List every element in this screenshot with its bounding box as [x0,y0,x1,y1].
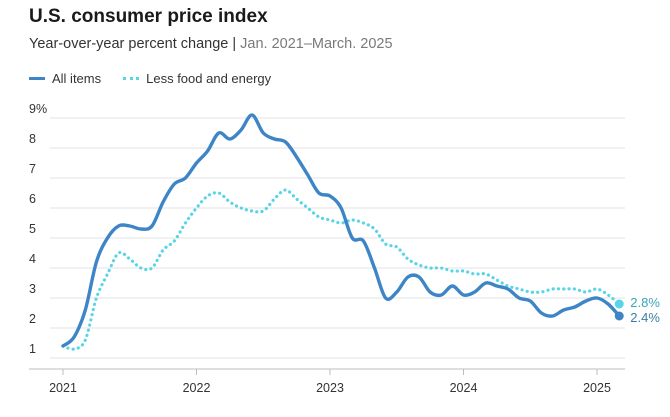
y-tick-label: 3 [29,282,36,296]
end-labels: 2.4%2.8% [630,295,660,325]
y-tick-label: 2 [29,312,36,326]
x-tick-label: 2025 [583,381,611,395]
y-axis-ticks: 1 2 3 4 5 6 7 8 9% [29,102,47,356]
subtitle-text: Year-over-year percent change [29,36,229,52]
x-tick-label: 2021 [49,381,77,395]
y-tick-label: 6 [29,192,36,206]
legend-swatch-dotted [123,77,140,80]
legend-item-all-items: All items [29,71,101,86]
x-tick-label: 2024 [450,381,478,395]
chart-subtitle: Year-over-year percent change | Jan. 2021–… [29,36,393,52]
legend-swatch-solid [29,77,45,80]
x-tick-label: 2022 [183,381,211,395]
legend-label-all-items: All items [52,71,102,86]
y-tick-label: 7 [29,162,36,176]
x-axis-ticks: 2021 2022 2023 2024 2025 [49,369,611,395]
legend-label-core: Less food and energy [146,71,272,86]
grid-lines [29,117,625,370]
y-tick-label: 4 [29,252,36,266]
end-label-all-items: 2.4% [630,310,660,325]
y-tick-label: 1 [29,342,36,356]
y-tick-label: 8 [29,132,36,146]
series-line-all-items [61,113,621,348]
subtitle-range: Jan. 2021–March. 2025 [240,36,393,52]
subtitle-separator: | [232,36,237,52]
y-tick-label: 9% [29,102,47,116]
series-line-core [61,188,621,351]
data-series [61,113,624,351]
end-marker-core [614,299,624,309]
chart-legend: All items Less food and energy [29,71,293,86]
chart-title: U.S. consumer price index [29,6,268,27]
legend-item-core: Less food and energy [123,71,271,86]
y-tick-label: 5 [29,222,36,236]
x-tick-label: 2023 [316,381,344,395]
end-marker-all-items [614,311,624,321]
end-label-core: 2.8% [630,295,660,310]
